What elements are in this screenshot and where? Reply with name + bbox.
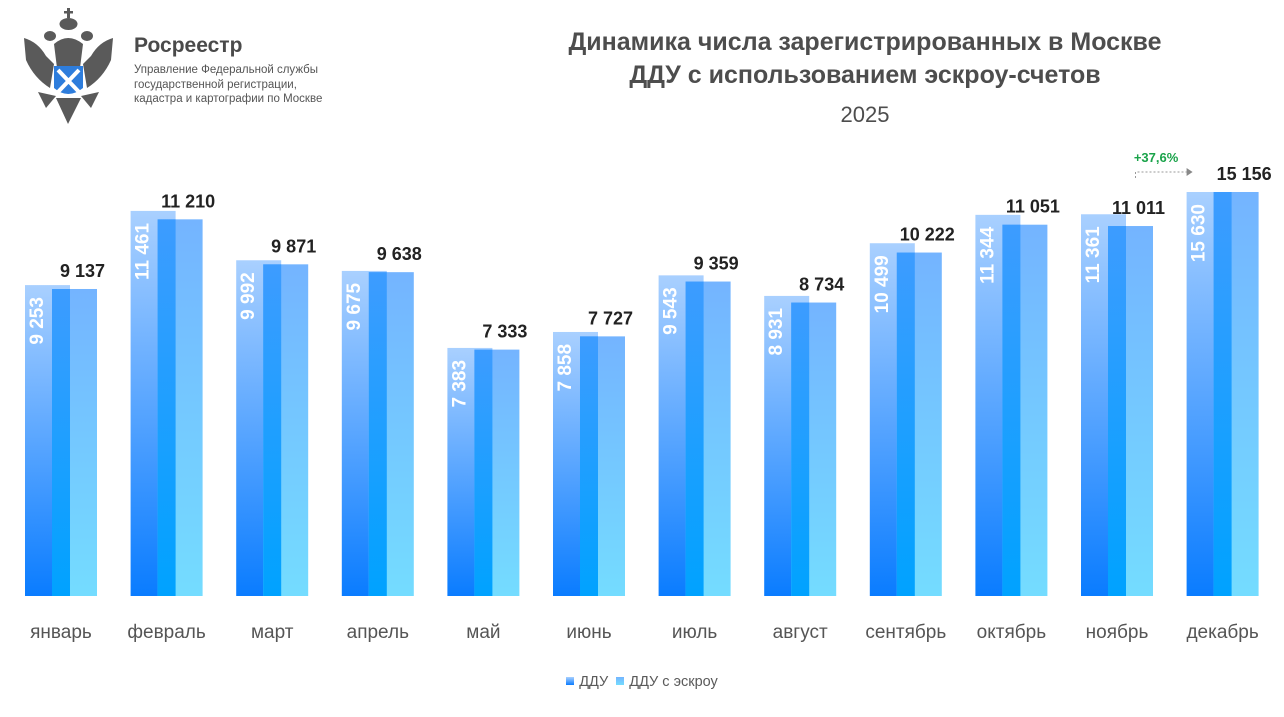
data-label-escrow: 7 727	[588, 308, 633, 328]
data-label-escrow: 10 222	[900, 225, 955, 245]
data-label-ddu: 10 499	[872, 255, 893, 313]
legend-swatch-escrow	[616, 677, 625, 686]
bar-overlap	[580, 336, 598, 596]
data-label-escrow: 9 871	[271, 236, 316, 256]
category-label: август	[773, 622, 828, 643]
category-label: февраль	[127, 622, 206, 643]
organization-name: Управление Федеральной службы государств…	[134, 63, 364, 107]
chart-year: 2025	[840, 102, 890, 127]
category-label: октябрь	[977, 622, 1047, 643]
growth-annotation: +37,6%	[1134, 150, 1179, 165]
title-line: ДДУ с использованием эскроу-счетов	[629, 61, 1101, 89]
data-label-ddu: 9 253	[27, 297, 48, 345]
bar-overlap	[1108, 226, 1126, 596]
data-label-ddu: 8 931	[766, 307, 787, 355]
title-line: Динамика числа зарегистрированных в Моск…	[568, 28, 1162, 56]
org-line: Управление Федеральной службы	[134, 64, 318, 76]
data-label-ddu: 7 858	[555, 344, 576, 392]
growth-arrow-icon	[1186, 168, 1193, 176]
category-label: июль	[672, 622, 718, 643]
bar-overlap	[791, 302, 810, 596]
data-label-ddu: 11 344	[977, 226, 998, 283]
category-label: апрель	[347, 622, 409, 643]
data-label-escrow: 9 359	[694, 254, 739, 274]
data-label-escrow: 9 638	[377, 244, 422, 264]
data-label-escrow: 15 156	[1217, 164, 1272, 184]
legend-swatch-ddu	[566, 677, 575, 686]
data-label-ddu: 7 383	[449, 360, 470, 408]
data-label-escrow: 11 011	[1112, 198, 1165, 218]
data-label-ddu: 9 992	[238, 272, 259, 320]
chart-title: Динамика числа зарегистрированных в Моск…	[480, 26, 1250, 92]
category-label: декабрь	[1186, 622, 1258, 643]
bar-overlap	[368, 272, 387, 596]
bar-overlap	[157, 219, 176, 596]
bar-overlap	[1213, 192, 1232, 596]
org-line: государственной регистрации,	[134, 78, 297, 91]
data-label-ddu: 15 630	[1189, 204, 1210, 262]
bar-overlap	[52, 288, 70, 596]
org-line: кадастра и картографии по Москве	[134, 93, 323, 105]
data-label-escrow: 11 210	[161, 191, 215, 211]
rosreestr-emblem	[24, 8, 113, 124]
category-label: сентябрь	[865, 622, 946, 643]
data-label-escrow: 9 137	[60, 261, 105, 281]
brand-name: Росреестр	[134, 34, 243, 57]
category-label: ноябрь	[1086, 622, 1149, 643]
bar-overlap	[896, 252, 915, 596]
legend-item-escrow: ДДУ с эскроу	[616, 674, 718, 690]
data-label-escrow: 8 734	[799, 275, 844, 295]
data-label-escrow: 7 333	[482, 322, 527, 342]
bar-overlap	[685, 281, 704, 596]
data-label-ddu: 11 361	[1083, 226, 1104, 283]
legend-item-ddu: ДДУ	[566, 674, 608, 690]
bar-overlap	[1002, 224, 1021, 596]
category-label: март	[251, 622, 294, 643]
bar-overlap	[263, 264, 282, 596]
bar-overlap	[474, 349, 493, 596]
category-label: январь	[30, 622, 92, 643]
category-label: май	[466, 622, 500, 643]
legend: ДДУ ДДУ с эскроу	[0, 674, 1284, 690]
category-label: июнь	[566, 622, 611, 643]
growth-arrow-line	[1135, 171, 1187, 178]
data-label-ddu: 9 675	[344, 282, 365, 330]
data-label-ddu: 11 461	[133, 222, 154, 279]
data-label-ddu: 9 543	[661, 287, 682, 335]
data-label-escrow: 11 051	[1006, 197, 1060, 217]
legend-label: ДДУ с эскроу	[629, 674, 718, 690]
legend-label: ДДУ	[579, 674, 609, 690]
